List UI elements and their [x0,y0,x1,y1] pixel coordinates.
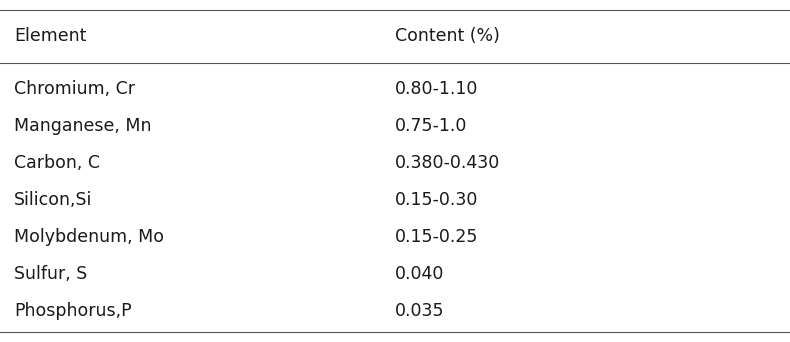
Text: Molybdenum, Mo: Molybdenum, Mo [14,228,164,246]
Text: Silicon,Si: Silicon,Si [14,191,92,209]
Text: 0.380-0.430: 0.380-0.430 [395,154,500,172]
Text: 0.040: 0.040 [395,265,444,282]
Text: 0.035: 0.035 [395,302,445,319]
Text: Sulfur, S: Sulfur, S [14,265,88,282]
Text: 0.15-0.25: 0.15-0.25 [395,228,479,246]
Text: 0.75-1.0: 0.75-1.0 [395,117,468,135]
Text: Carbon, C: Carbon, C [14,154,100,172]
Text: 0.80-1.10: 0.80-1.10 [395,80,479,98]
Text: Content (%): Content (%) [395,27,500,45]
Text: Element: Element [14,27,87,45]
Text: Chromium, Cr: Chromium, Cr [14,80,135,98]
Text: Phosphorus,P: Phosphorus,P [14,302,132,319]
Text: Manganese, Mn: Manganese, Mn [14,117,152,135]
Text: 0.15-0.30: 0.15-0.30 [395,191,479,209]
